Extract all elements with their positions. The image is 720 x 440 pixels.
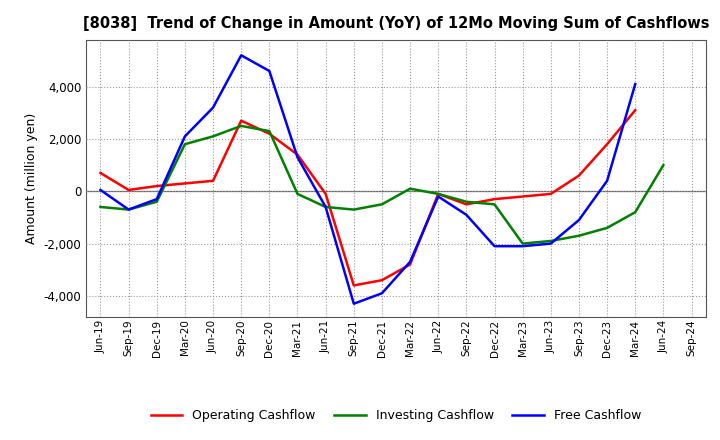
Operating Cashflow: [603, 142, 611, 147]
Free Cashflow: [603, 178, 611, 183]
Free Cashflow: [575, 217, 583, 223]
Investing Cashflow: [518, 241, 527, 246]
Investing Cashflow: [603, 225, 611, 231]
Operating Cashflow: [434, 191, 443, 197]
Investing Cashflow: [659, 162, 667, 168]
Investing Cashflow: [631, 209, 639, 215]
Line: Investing Cashflow: Investing Cashflow: [101, 126, 663, 244]
Free Cashflow: [546, 241, 555, 246]
Free Cashflow: [377, 291, 386, 296]
Operating Cashflow: [181, 181, 189, 186]
Investing Cashflow: [490, 202, 499, 207]
Free Cashflow: [349, 301, 358, 306]
Investing Cashflow: [181, 142, 189, 147]
Operating Cashflow: [546, 191, 555, 197]
Free Cashflow: [293, 154, 302, 160]
Operating Cashflow: [462, 202, 471, 207]
Free Cashflow: [406, 259, 415, 264]
Operating Cashflow: [490, 197, 499, 202]
Investing Cashflow: [293, 191, 302, 197]
Operating Cashflow: [377, 278, 386, 283]
Operating Cashflow: [631, 107, 639, 113]
Investing Cashflow: [153, 199, 161, 204]
Investing Cashflow: [96, 204, 105, 209]
Operating Cashflow: [321, 191, 330, 197]
Operating Cashflow: [518, 194, 527, 199]
Operating Cashflow: [575, 173, 583, 178]
Operating Cashflow: [237, 118, 246, 123]
Title: [8038]  Trend of Change in Amount (YoY) of 12Mo Moving Sum of Cashflows: [8038] Trend of Change in Amount (YoY) o…: [83, 16, 709, 32]
Legend: Operating Cashflow, Investing Cashflow, Free Cashflow: Operating Cashflow, Investing Cashflow, …: [146, 404, 646, 427]
Operating Cashflow: [293, 152, 302, 158]
Investing Cashflow: [237, 123, 246, 128]
Operating Cashflow: [125, 187, 133, 193]
Free Cashflow: [631, 81, 639, 87]
Free Cashflow: [209, 105, 217, 110]
Operating Cashflow: [265, 131, 274, 136]
Operating Cashflow: [96, 170, 105, 176]
Free Cashflow: [518, 244, 527, 249]
Investing Cashflow: [209, 134, 217, 139]
Investing Cashflow: [265, 128, 274, 134]
Free Cashflow: [490, 244, 499, 249]
Investing Cashflow: [349, 207, 358, 212]
Investing Cashflow: [575, 233, 583, 238]
Operating Cashflow: [153, 183, 161, 189]
Operating Cashflow: [406, 262, 415, 267]
Free Cashflow: [265, 68, 274, 73]
Investing Cashflow: [321, 204, 330, 209]
Free Cashflow: [321, 204, 330, 209]
Operating Cashflow: [349, 283, 358, 288]
Line: Free Cashflow: Free Cashflow: [101, 55, 635, 304]
Line: Operating Cashflow: Operating Cashflow: [101, 110, 635, 286]
Investing Cashflow: [434, 191, 443, 197]
Free Cashflow: [181, 134, 189, 139]
Free Cashflow: [125, 207, 133, 212]
Investing Cashflow: [546, 238, 555, 244]
Investing Cashflow: [406, 186, 415, 191]
Free Cashflow: [434, 194, 443, 199]
Free Cashflow: [237, 53, 246, 58]
Operating Cashflow: [209, 178, 217, 183]
Free Cashflow: [96, 187, 105, 193]
Investing Cashflow: [377, 202, 386, 207]
Y-axis label: Amount (million yen): Amount (million yen): [25, 113, 38, 244]
Free Cashflow: [462, 212, 471, 217]
Free Cashflow: [153, 197, 161, 202]
Investing Cashflow: [125, 207, 133, 212]
Investing Cashflow: [462, 199, 471, 204]
